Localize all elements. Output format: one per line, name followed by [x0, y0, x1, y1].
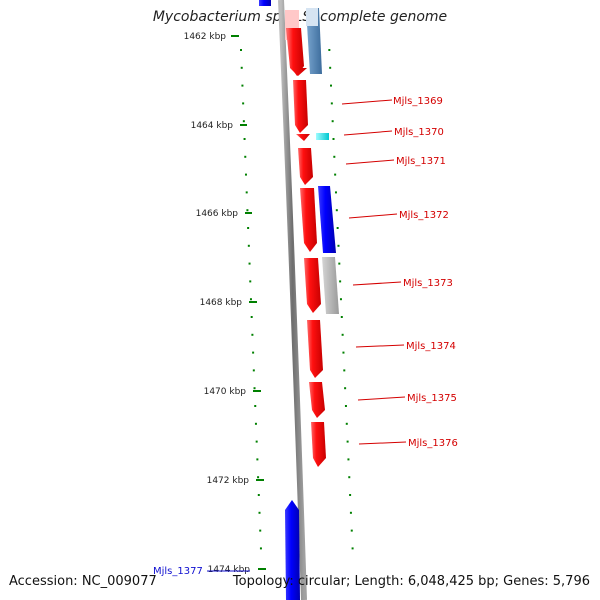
accession-text: Accession: NC_009077	[9, 574, 157, 589]
gene-leader-line	[348, 213, 398, 219]
gene-small	[316, 133, 329, 140]
gene-label[interactable]: Mjls_1373	[403, 278, 453, 289]
gene-leader-line	[352, 281, 402, 286]
gene-reverse	[306, 8, 318, 26]
ruler-tick-label: 1464 kbp	[191, 121, 234, 131]
gene-leader-line	[343, 130, 393, 136]
ruler-tick-label: 1472 kbp	[207, 476, 250, 486]
gene-label[interactable]: Mjls_1372	[399, 210, 449, 221]
map-title: Mycobacterium sp. JLS, complete genome	[152, 9, 448, 25]
gene-reverse	[318, 186, 336, 253]
genome-backbone	[278, 0, 307, 600]
ruler-tick-label: 1470 kbp	[204, 387, 247, 397]
gene-label[interactable]: Mjls_1376	[408, 438, 458, 449]
gene-arrow-forward	[300, 188, 317, 252]
gene-arrow-forward	[296, 134, 310, 141]
ruler: 1462 kbp 1464 kbp 1466 kbp 1468 kbp 1470…	[184, 32, 266, 575]
gene-label[interactable]: Mjls_1375	[407, 393, 457, 404]
ruler-minor-ticks-left	[240, 49, 262, 550]
gene-arrow-forward	[298, 148, 313, 185]
genome-summary-text: Topology: circular; Length: 6,048,425 bp…	[232, 574, 590, 589]
gene-arrow-forward	[293, 80, 308, 133]
gene-pseudo	[322, 257, 339, 314]
gene-label[interactable]: Mjls_1370	[394, 127, 444, 138]
gene-label[interactable]: Mjls_1374	[406, 341, 456, 352]
gene-arrow-forward	[311, 422, 326, 467]
gene-arrow-forward	[304, 258, 321, 313]
ruler-tick-label: 1466 kbp	[196, 209, 239, 219]
gene-leader-line	[358, 441, 407, 445]
gene-labels: Mjls_1369 Mjls_1370 Mjls_1371 Mjls_1372 …	[153, 96, 458, 577]
gene-leader-line	[355, 344, 405, 348]
forward-strand-genes	[285, 10, 326, 467]
gene-label[interactable]: Mjls_1377	[153, 566, 203, 577]
ruler-tick-label: 1462 kbp	[184, 32, 227, 42]
ruler-tick-label: 1474 kbp	[208, 565, 251, 575]
gene-leader-line	[345, 159, 395, 165]
gene-reverse	[259, 0, 271, 6]
gene-leader-line	[341, 99, 393, 105]
gene-arrow-forward	[309, 382, 325, 418]
gene-arrow-forward	[307, 320, 323, 378]
gene-reverse	[285, 500, 300, 600]
other-genes	[259, 0, 339, 600]
ruler-minor-ticks-right	[328, 49, 354, 550]
gene-leaders	[207, 99, 407, 572]
gene-label[interactable]: Mjls_1371	[396, 156, 446, 167]
gene-leader-line	[357, 396, 406, 401]
gene-label[interactable]: Mjls_1369	[393, 96, 443, 107]
gene-arrow-forward	[287, 28, 304, 76]
ruler-tick-label: 1468 kbp	[200, 298, 243, 308]
